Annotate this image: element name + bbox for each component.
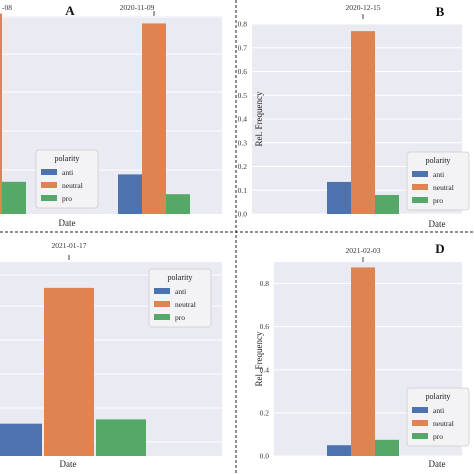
bar-anti-2 bbox=[118, 174, 142, 214]
legend-entry-neutral: neutral bbox=[62, 181, 83, 190]
legend-swatch-anti bbox=[412, 407, 428, 413]
legend-swatch-anti bbox=[41, 169, 57, 175]
legend-box bbox=[406, 387, 470, 447]
bar-anti-1 bbox=[327, 181, 351, 214]
bar-pro-1 bbox=[375, 195, 399, 214]
date-label: -08 bbox=[2, 3, 12, 12]
y-tick-label: 0.0 bbox=[238, 210, 248, 219]
legend-entry-anti: anti bbox=[175, 287, 186, 296]
date-label: 2021-02-03 bbox=[346, 246, 381, 255]
x-axis-label: Date bbox=[429, 459, 446, 469]
legend-title: polarity bbox=[426, 156, 451, 165]
panel-letter: A bbox=[65, 3, 75, 18]
panel-d: 0.0 0.2 0.4 0.6 0.8 2021-02-03 Date Rel. Freque… bbox=[254, 241, 470, 469]
bar-neutral-1 bbox=[351, 267, 375, 456]
y-tick-label: 0.3 bbox=[238, 138, 248, 147]
bar-neutral-1 bbox=[44, 287, 94, 456]
legend-box bbox=[35, 149, 99, 209]
y-tick-label: 0.8 bbox=[260, 279, 270, 288]
y-tick-label: 0.4 bbox=[238, 115, 248, 124]
y-axis-label: Rel. Frequency bbox=[254, 91, 264, 146]
bar-neutral-2 bbox=[142, 23, 166, 214]
legend-entry-anti: anti bbox=[433, 170, 444, 179]
y-tick-label: 0.6 bbox=[260, 322, 270, 331]
legend-entry-anti: anti bbox=[433, 406, 444, 415]
bar-anti-1 bbox=[0, 423, 42, 456]
panel-letter: D bbox=[435, 241, 444, 256]
legend-swatch-pro bbox=[41, 195, 57, 201]
y-tick-label: 0.6 bbox=[238, 67, 248, 76]
legend-box bbox=[148, 268, 212, 328]
panel-b: 0.0 0.1 0.2 0.3 0.4 0.5 0.6 0.7 0.8 2020-12-15 Dat… bbox=[238, 3, 470, 229]
legend: polarity anti neutral pro bbox=[406, 387, 470, 447]
legend-title: polarity bbox=[55, 154, 80, 163]
legend-title: polarity bbox=[426, 392, 451, 401]
bar-pro-1 bbox=[96, 419, 146, 456]
legend-swatch-anti bbox=[412, 171, 428, 177]
legend-entry-neutral: neutral bbox=[433, 419, 454, 428]
legend-entry-neutral: neutral bbox=[175, 300, 196, 309]
x-axis-label: Date bbox=[60, 459, 77, 469]
legend-entry-pro: pro bbox=[433, 196, 443, 205]
date-label: 2020-12-15 bbox=[346, 3, 381, 12]
legend-swatch-neutral bbox=[154, 301, 170, 307]
legend-swatch-neutral bbox=[412, 420, 428, 426]
legend-entry-anti: anti bbox=[62, 168, 73, 177]
y-tick-label: 0.1 bbox=[238, 186, 248, 195]
y-axis-label: Rel. Frequency bbox=[254, 331, 264, 386]
y-tick-label: 0.8 bbox=[238, 20, 248, 29]
legend-swatch-neutral bbox=[412, 184, 428, 190]
legend-entry-neutral: neutral bbox=[433, 183, 454, 192]
y-tick-label: 0.0 bbox=[260, 452, 270, 461]
legend-swatch-pro bbox=[154, 314, 170, 320]
legend-entry-pro: pro bbox=[175, 313, 185, 322]
panel-c: 2021-01-17 Date polarity anti neutral pro bbox=[0, 241, 222, 469]
y-tick-label: 0.5 bbox=[238, 91, 248, 100]
plot-background bbox=[0, 16, 222, 214]
legend-swatch-pro bbox=[412, 433, 428, 439]
bar-pro-1 bbox=[2, 181, 26, 214]
legend: polarity anti neutral pro bbox=[148, 268, 212, 328]
date-label: 2021-01-17 bbox=[52, 241, 87, 250]
legend-swatch-anti bbox=[154, 288, 170, 294]
y-tick-label: 0.7 bbox=[238, 43, 248, 52]
legend-entry-pro: pro bbox=[433, 432, 443, 441]
legend: polarity anti neutral pro bbox=[35, 149, 99, 209]
legend-box bbox=[406, 151, 470, 211]
x-axis-label: Date bbox=[429, 219, 446, 229]
bar-neutral-1 bbox=[0, 13, 2, 215]
y-tick-label: 0.4 bbox=[260, 365, 270, 374]
legend-swatch-pro bbox=[412, 197, 428, 203]
panel-letter: B bbox=[436, 4, 445, 19]
legend-title: polarity bbox=[168, 273, 193, 282]
bar-pro-1 bbox=[375, 439, 399, 456]
legend-swatch-neutral bbox=[41, 182, 57, 188]
bar-pro-2 bbox=[166, 194, 190, 214]
bar-anti-1 bbox=[327, 445, 351, 456]
y-tick-label: 0.2 bbox=[260, 408, 270, 417]
bar-neutral-1 bbox=[351, 31, 375, 214]
legend: polarity anti neutral pro bbox=[406, 151, 470, 211]
legend-entry-pro: pro bbox=[62, 194, 72, 203]
x-axis-label: Date bbox=[59, 218, 76, 228]
date-label: 2020-11-09 bbox=[120, 3, 155, 12]
y-tick-label: 0.2 bbox=[238, 162, 248, 171]
